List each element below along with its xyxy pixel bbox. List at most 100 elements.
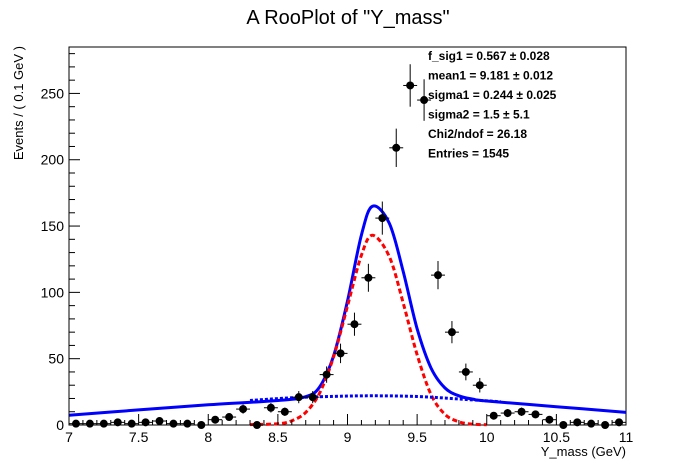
y-axis-label: Events / ( 0.1 GeV ) [11,46,26,160]
data-marker [266,403,275,412]
data-marker [615,418,624,427]
data-point [612,418,626,427]
data-point [472,377,487,393]
y-tick-label: 50 [48,351,64,367]
x-tick-label: 9 [344,429,352,445]
data-marker [308,393,317,402]
data-marker [559,421,568,429]
data-point [263,402,278,413]
data-marker [197,421,206,429]
data-marker [531,410,540,419]
fit-stat-line: sigma1 = 0.244 ± 0.025 [428,88,557,102]
fit-curves [68,204,627,427]
data-point [194,421,209,429]
data-marker [392,143,401,152]
data-point [375,201,390,235]
data-marker [601,421,610,429]
fit-stat-line: Chi2/ndof = 26.18 [428,127,527,141]
data-marker [127,419,136,428]
data-marker [113,418,122,427]
data-point [444,321,459,344]
data-marker [447,328,456,337]
data-point [431,261,445,290]
data-point [222,413,237,422]
data-point [82,419,97,428]
y-tick-label: 150 [41,218,65,234]
data-marker [239,405,248,414]
data-point [305,391,320,404]
y-tick-label: 200 [41,152,65,168]
y-tick-label: 0 [56,417,64,433]
data-marker [461,367,470,376]
data-point [250,421,264,429]
fit-stat-line: mean1 = 9.181 ± 0.012 [428,69,553,83]
fit-stat-line: sigma2 = 1.5 ± 5.1 [428,108,530,122]
data-marker [350,320,359,329]
data-point [69,419,83,428]
fit-stats-box: f_sig1 = 0.567 ± 0.028 mean1 = 9.181 ± 0.… [428,49,557,161]
data-point [236,404,251,414]
data-point [138,418,153,427]
data-marker [99,419,108,428]
plot-frame-box [68,46,627,426]
data-point [180,419,195,428]
signal-gaussian-curve [249,233,487,427]
data-point [542,415,557,424]
data-marker [252,421,261,429]
chart-title: A RooPlot of "Y_mass" [246,7,449,29]
data-marker [211,415,220,424]
data-marker [85,419,94,428]
x-tick-label: 10.5 [543,429,570,445]
data-marker [280,407,289,416]
data-point [152,417,167,426]
data-point [458,363,473,381]
data-marker [545,415,554,424]
data-marker [489,411,498,420]
data-marker [294,393,303,402]
x-tick-label: 7 [65,429,73,445]
x-tick-label: 8.5 [268,429,288,445]
data-marker [587,419,596,428]
data-point [584,419,599,428]
y-tick-label: 250 [41,85,65,101]
data-marker [517,407,526,416]
data-point [417,79,432,121]
data-point [124,419,139,428]
plot-frame [68,46,627,426]
x-axis-label: Y_mass (GeV) [541,444,626,459]
data-point [403,64,418,107]
fit-stat-line: f_sig1 = 0.567 ± 0.028 [428,49,550,63]
axes: 7 7.5 8 8.5 9 9.5 10 10.5 11 0 50 100 150 200 250 [41,53,633,445]
data-point [556,421,571,429]
data-marker [420,96,429,105]
data-marker [141,418,150,427]
data-point [277,407,292,416]
x-tick-label: 7.5 [129,429,149,445]
data-point [166,419,181,428]
data-point [514,407,529,416]
data-point [389,128,404,167]
data-marker [503,409,512,418]
data-point [110,418,125,427]
data-marker [322,370,331,379]
data-marker [378,214,387,223]
data-marker [364,273,373,282]
data-marker [573,418,582,427]
x-tick-label: 8 [204,429,212,445]
data-point [598,421,613,429]
data-marker [406,81,415,90]
data-point [333,343,348,364]
data-point [319,366,334,383]
data-point [208,415,223,424]
data-marker [336,349,345,358]
data-marker [183,419,192,428]
data-point [347,312,362,336]
y-tick-label: 100 [41,284,65,300]
fit-stat-line: Entries = 1545 [428,147,509,161]
data-points [69,64,626,429]
data-marker [155,417,164,426]
data-point [500,409,515,418]
x-tick-label: 9.5 [407,429,427,445]
background-curve [249,394,501,404]
